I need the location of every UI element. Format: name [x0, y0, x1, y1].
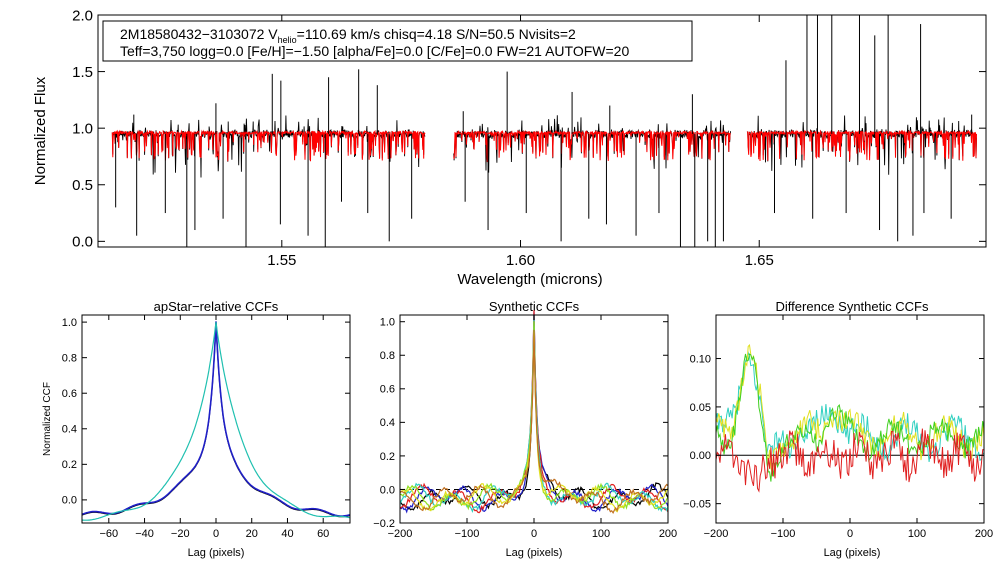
y-tick-label: 0.0: [380, 484, 395, 496]
synthetic-ccf-line-7: [399, 329, 669, 514]
synthetic-ccf-x-label: Lag (pixels): [506, 547, 563, 559]
spectrum-synthetic-chip-2: [453, 129, 731, 163]
annotation-frame: [102, 20, 693, 62]
x-tick-label: 0: [847, 528, 853, 540]
apstar-ccf-y-label: Normalized CCF: [42, 382, 53, 456]
spectrum-annotation-box: 2M18580432−3103072 Vhelio=110.69 km/s ch…: [102, 20, 693, 62]
synthetic-ccf-line-5: [400, 321, 669, 511]
x-tick-label: 1.55: [267, 252, 296, 269]
synthetic-ccf-x-ticks: −200 −100 0 100 200: [388, 315, 677, 540]
y-tick-label: 0.2: [380, 451, 395, 463]
y-tick-label: 0.6: [62, 388, 77, 400]
y-tick-label: 0.4: [380, 417, 395, 429]
y-tick-label: 0.0: [62, 495, 77, 507]
x-tick-label: −40: [135, 528, 154, 540]
synthetic-ccf-y-ticks: −0.2 0.0 0.2 0.4 0.6 0.8 1.0: [373, 317, 668, 530]
spectrum-plot-area: [111, 15, 977, 247]
difference-ccf-x-ticks: −200 −100 0 100 200: [704, 315, 993, 540]
x-tick-label: 100: [908, 528, 926, 540]
apstar-ccf-x-label: Lag (pixels): [188, 547, 245, 559]
spectrum-y-ticks: 0.0 0.5 1.0 1.5 2.0: [72, 7, 986, 251]
x-tick-label: 200: [975, 528, 993, 540]
y-tick-label: 0.05: [690, 402, 711, 414]
annotation-line-2: Teff=3,750 logg=0.0 [Fe/H]=−1.50 [alpha/…: [120, 43, 629, 59]
difference-ccf-line-1: [715, 350, 985, 462]
x-tick-label: −100: [455, 528, 480, 540]
difference-ccf-line-2: [715, 344, 985, 474]
spectrum-frame: [97, 14, 987, 248]
y-tick-label: −0.05: [683, 499, 711, 511]
synthetic-ccf-panel: Synthetic CCFs −200 −100 0 100 200 −0.2 0.0 0.…: [373, 299, 677, 559]
difference-ccf-frame: [715, 314, 985, 524]
spectrum-x-ticks: 1.55 1.60 1.65: [267, 15, 774, 269]
y-tick-label: 1.0: [62, 317, 77, 329]
x-tick-label: 200: [659, 528, 677, 540]
apstar-ccf-frame: [81, 314, 351, 524]
synthetic-ccf-title: Synthetic CCFs: [489, 299, 580, 314]
difference-ccf-plot-area: [715, 344, 985, 493]
difference-ccf-y-ticks: −0.05 0.00 0.05 0.10: [683, 353, 984, 511]
y-tick-label: 0.8: [380, 350, 395, 362]
x-tick-label: −200: [704, 528, 729, 540]
apstar-ccf-line-3: [82, 322, 351, 521]
x-tick-label: −100: [771, 528, 796, 540]
difference-ccf-title: Difference Synthetic CCFs: [776, 299, 929, 314]
y-tick-label: 1.0: [72, 120, 93, 137]
y-tick-label: 2.0: [72, 7, 93, 24]
apstar-ccf-panel: apStar−relative CCFs −60 −40 −20 0 20 40 60 0.…: [42, 299, 351, 559]
y-tick-label: 0.4: [62, 424, 77, 436]
y-tick-label: 0.0: [72, 234, 93, 251]
x-tick-label: 60: [317, 528, 329, 540]
x-tick-label: −60: [99, 528, 118, 540]
apstar-ccf-line-1: [81, 322, 351, 518]
difference-ccf-x-label: Lag (pixels): [824, 547, 881, 559]
y-tick-label: 1.5: [72, 64, 93, 81]
difference-ccf-line-3: [715, 353, 985, 482]
spectrum-x-label: Wavelength (microns): [457, 271, 602, 288]
y-tick-label: −0.2: [373, 518, 395, 530]
y-tick-label: 0.00: [690, 450, 711, 462]
apstar-ccf-title: apStar−relative CCFs: [154, 299, 279, 314]
x-tick-label: 1.60: [506, 252, 535, 269]
x-tick-label: 0: [531, 528, 537, 540]
apstar-ccf-plot-area: [81, 321, 351, 521]
y-tick-label: 0.2: [62, 459, 77, 471]
difference-ccf-line-4: [715, 428, 985, 493]
y-tick-label: 0.5: [72, 177, 93, 194]
x-tick-label: 1.65: [745, 252, 774, 269]
synthetic-ccf-plot-area: [399, 310, 669, 514]
y-tick-label: 0.6: [380, 384, 395, 396]
spectrum-observed-chip-1: [111, 115, 426, 178]
x-tick-label: 100: [592, 528, 610, 540]
apstar-ccf-line-2: [81, 321, 351, 517]
y-tick-label: 0.8: [62, 353, 77, 365]
annotation-line-1: 2M18580432−3103072 Vhelio=110.69 km/s ch…: [120, 26, 576, 45]
y-tick-label: 1.0: [380, 317, 395, 329]
apstar-ccf-x-ticks: −60 −40 −20 0 20 40 60: [99, 315, 329, 540]
x-tick-label: −200: [388, 528, 413, 540]
y-tick-label: 0.10: [690, 353, 711, 365]
x-tick-label: 40: [281, 528, 293, 540]
spectrum-synthetic-chip-1: [111, 129, 426, 162]
apstar-ccf-y-ticks: 0.0 0.2 0.4 0.6 0.8 1.0: [62, 317, 350, 507]
spectrum-panel: 1.55 1.60 1.65 0.0 0.5 1.0 1.5 2.0 Wavelength …: [32, 7, 987, 288]
x-tick-label: 0: [213, 528, 219, 540]
x-tick-label: −20: [171, 528, 190, 540]
x-tick-label: 20: [246, 528, 258, 540]
spectrum-y-label: Normalized Flux: [32, 76, 49, 185]
difference-ccf-panel: Difference Synthetic CCFs −200 −100 0 100 20…: [683, 299, 993, 559]
